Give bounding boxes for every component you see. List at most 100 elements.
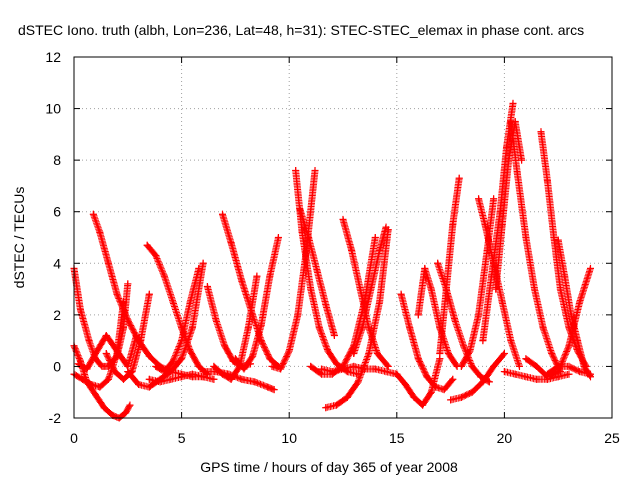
- data-point: [376, 298, 384, 306]
- data-series: [322, 226, 392, 412]
- data-series: [436, 174, 463, 358]
- data-point: [447, 396, 455, 404]
- data-point: [384, 362, 392, 370]
- data-point: [393, 370, 401, 378]
- data-point: [576, 368, 584, 376]
- data-point: [102, 331, 110, 339]
- data-point: [423, 373, 431, 381]
- data-point: [401, 380, 409, 388]
- data-point: [500, 368, 508, 376]
- data-point: [79, 375, 87, 383]
- data-point: [457, 393, 465, 401]
- data-point: [457, 362, 465, 370]
- data-series: [554, 236, 594, 381]
- y-tick-label: 2: [53, 307, 61, 323]
- data-point: [333, 401, 341, 409]
- series-plus-markers: [231, 234, 282, 373]
- data-point: [522, 373, 530, 381]
- data-point: [350, 362, 358, 370]
- data-point: [350, 350, 358, 358]
- data-point: [270, 386, 278, 394]
- data-point: [225, 370, 233, 378]
- data-series: [145, 370, 218, 386]
- data-series: [537, 128, 590, 370]
- data-point: [550, 234, 558, 241]
- data-point: [490, 195, 498, 203]
- y-tick-label: -2: [49, 410, 62, 426]
- data-point: [567, 311, 575, 319]
- data-point: [145, 352, 153, 360]
- data-point: [539, 324, 547, 332]
- data-point: [513, 169, 521, 177]
- data-point: [160, 272, 168, 280]
- series-plus-markers: [219, 210, 282, 370]
- data-point: [169, 357, 177, 365]
- data-point: [298, 228, 306, 236]
- data-series: [350, 223, 390, 358]
- y-tick-label: 0: [53, 358, 61, 374]
- data-point: [449, 221, 457, 229]
- data-point: [333, 360, 341, 368]
- data-point: [414, 355, 422, 363]
- data-point: [468, 388, 476, 396]
- data-point: [119, 375, 127, 383]
- data-point: [186, 298, 194, 306]
- data-point: [356, 285, 364, 293]
- data-point: [556, 285, 564, 293]
- data-point: [266, 355, 274, 363]
- data-point: [449, 375, 457, 383]
- data-point: [367, 285, 375, 293]
- data-point: [315, 324, 323, 332]
- data-point: [104, 259, 112, 267]
- data-point: [444, 350, 452, 358]
- x-tick-label: 15: [389, 430, 405, 446]
- data-point: [490, 362, 498, 370]
- data-point: [212, 316, 220, 324]
- x-tick-label: 10: [281, 430, 297, 446]
- data-point: [126, 401, 134, 409]
- data-point: [111, 368, 119, 376]
- data-point: [87, 380, 95, 388]
- data-point: [212, 368, 220, 376]
- data-point: [249, 352, 257, 360]
- data-point: [554, 362, 562, 370]
- data-point: [124, 316, 132, 324]
- data-series: [218, 210, 282, 370]
- data-point: [373, 350, 381, 358]
- data-point: [296, 205, 304, 213]
- data-point: [266, 272, 274, 280]
- data-point: [492, 285, 500, 293]
- data-point: [533, 375, 541, 383]
- data-point: [574, 337, 582, 345]
- data-point: [285, 347, 293, 355]
- data-point: [210, 375, 218, 383]
- data-point: [339, 365, 347, 373]
- data-point: [274, 234, 282, 241]
- data-point: [227, 239, 235, 247]
- data-point: [178, 337, 186, 345]
- data-series: [199, 368, 278, 394]
- data-point: [92, 391, 100, 399]
- data-point: [586, 264, 594, 272]
- data-point: [113, 290, 121, 298]
- data-point: [421, 264, 429, 272]
- data-point: [436, 350, 444, 358]
- x-tick-label: 25: [604, 430, 620, 446]
- data-point: [507, 337, 515, 345]
- data-point: [580, 362, 588, 370]
- data-point: [152, 362, 160, 370]
- data-point: [156, 378, 164, 386]
- data-point: [238, 277, 246, 285]
- data-point: [376, 246, 384, 254]
- data-point: [268, 362, 276, 370]
- data-point: [537, 128, 545, 136]
- data-point: [511, 370, 519, 378]
- data-point: [231, 355, 239, 363]
- data-point: [257, 337, 265, 345]
- data-point: [442, 285, 450, 293]
- data-point: [427, 388, 435, 396]
- y-tick-label: 10: [45, 101, 61, 117]
- data-point: [576, 298, 584, 306]
- data-point: [145, 375, 153, 383]
